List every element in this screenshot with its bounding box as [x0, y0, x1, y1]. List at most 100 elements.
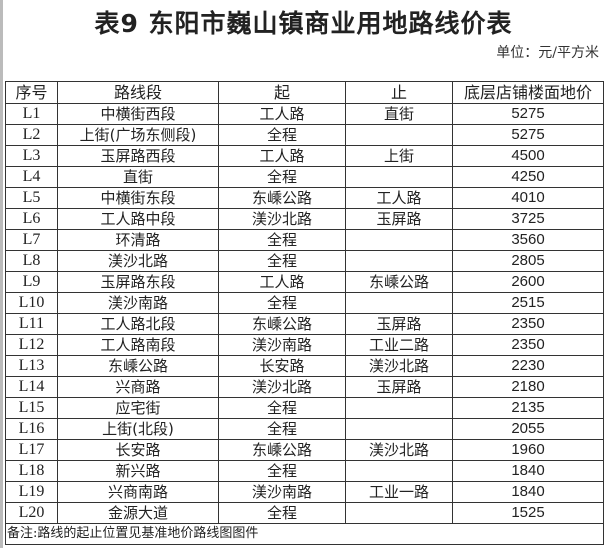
table-note: 备注:路线的起止位置见基准地价路线图图件 — [5, 523, 604, 545]
row-price: 5275 — [452, 103, 604, 125]
row-price: 1525 — [452, 502, 604, 524]
row-end: 玉屏路 — [345, 376, 453, 398]
table-row: L3 玉屏路西段 工人路 上街 4500 — [5, 145, 604, 167]
row-segment: 兴商路 — [57, 376, 219, 398]
row-segment: 工人路中段 — [57, 208, 219, 230]
row-id: L8 — [5, 250, 58, 272]
table-row: L8 渼沙北路 全程 2805 — [5, 250, 604, 272]
row-segment: 中横街西段 — [57, 103, 219, 125]
row-price: 4010 — [452, 187, 604, 209]
row-end — [345, 397, 453, 419]
row-end — [345, 502, 453, 524]
row-price: 2055 — [452, 418, 604, 440]
row-id: L7 — [5, 229, 58, 251]
price-table: 序号 路线段 起 止 底层店铺楼面地价 L1 中横街西段 工人路 直街 5275 L2 上街… — [5, 81, 604, 545]
table-row: L7 环清路 全程 3560 — [5, 229, 604, 251]
row-end — [345, 292, 453, 314]
table-row: L6 工人路中段 渼沙北路 玉屏路 3725 — [5, 208, 604, 230]
row-price: 1840 — [452, 460, 604, 482]
row-end: 工人路 — [345, 187, 453, 209]
row-start: 全程 — [218, 502, 346, 524]
row-start: 渼沙北路 — [218, 376, 346, 398]
page-title: 表9 东阳市巍山镇商业用地路线价表 — [94, 9, 513, 38]
row-end: 工业一路 — [345, 481, 453, 503]
row-price: 2135 — [452, 397, 604, 419]
note-row: 备注:路线的起止位置见基准地价路线图图件 — [5, 523, 604, 545]
header-row: 序号 路线段 起 止 底层店铺楼面地价 — [5, 81, 604, 104]
row-start: 全程 — [218, 229, 346, 251]
row-segment: 渼沙南路 — [57, 292, 219, 314]
row-id: L11 — [5, 313, 58, 335]
row-id: L2 — [5, 124, 58, 146]
header-segment: 路线段 — [57, 81, 219, 104]
row-price: 1960 — [452, 439, 604, 461]
row-id: L19 — [5, 481, 58, 503]
row-segment: 兴商南路 — [57, 481, 219, 503]
row-end — [345, 166, 453, 188]
row-id: L20 — [5, 502, 58, 524]
row-segment: 长安路 — [57, 439, 219, 461]
row-price: 2350 — [452, 334, 604, 356]
row-id: L16 — [5, 418, 58, 440]
table-row: L16 上街(北段) 全程 2055 — [5, 418, 604, 440]
table-row: L9 玉屏路东段 工人路 东嵊公路 2600 — [5, 271, 604, 293]
row-start: 渼沙南路 — [218, 334, 346, 356]
row-segment: 工人路南段 — [57, 334, 219, 356]
row-start: 全程 — [218, 460, 346, 482]
header-id: 序号 — [5, 81, 58, 104]
row-segment: 玉屏路西段 — [57, 145, 219, 167]
row-price: 2180 — [452, 376, 604, 398]
row-start: 东嵊公路 — [218, 439, 346, 461]
row-price: 3725 — [452, 208, 604, 230]
row-end: 玉屏路 — [345, 208, 453, 230]
row-segment: 工人路北段 — [57, 313, 219, 335]
table-row: L4 直街 全程 4250 — [5, 166, 604, 188]
row-start: 工人路 — [218, 103, 346, 125]
row-segment: 应宅街 — [57, 397, 219, 419]
table-row: L17 长安路 东嵊公路 渼沙北路 1960 — [5, 439, 604, 461]
row-start: 东嵊公路 — [218, 313, 346, 335]
header-start: 起 — [218, 81, 346, 104]
row-segment: 上街(广场东侧段) — [57, 124, 219, 146]
row-id: L5 — [5, 187, 58, 209]
row-start: 全程 — [218, 124, 346, 146]
row-start: 全程 — [218, 292, 346, 314]
row-start: 渼沙南路 — [218, 481, 346, 503]
row-id: L4 — [5, 166, 58, 188]
row-id: L14 — [5, 376, 58, 398]
header-price: 底层店铺楼面地价 — [452, 81, 604, 104]
unit-label: 单位：元/平方米 — [496, 45, 599, 61]
row-segment: 玉屏路东段 — [57, 271, 219, 293]
table-row: L12 工人路南段 渼沙南路 工业二路 2350 — [5, 334, 604, 356]
row-id: L3 — [5, 145, 58, 167]
row-id: L15 — [5, 397, 58, 419]
row-id: L9 — [5, 271, 58, 293]
table-row: L19 兴商南路 渼沙南路 工业一路 1840 — [5, 481, 604, 503]
row-id: L6 — [5, 208, 58, 230]
row-end: 直街 — [345, 103, 453, 125]
row-segment: 上街(北段) — [57, 418, 219, 440]
row-start: 全程 — [218, 250, 346, 272]
row-id: L10 — [5, 292, 58, 314]
row-price: 2350 — [452, 313, 604, 335]
row-segment: 新兴路 — [57, 460, 219, 482]
table-row: L1 中横街西段 工人路 直街 5275 — [5, 103, 604, 125]
row-segment: 环清路 — [57, 229, 219, 251]
row-price: 2600 — [452, 271, 604, 293]
table-row: L11 工人路北段 东嵊公路 玉屏路 2350 — [5, 313, 604, 335]
table-row: L20 金源大道 全程 1525 — [5, 502, 604, 524]
header-end: 止 — [345, 81, 453, 104]
table-row: L18 新兴路 全程 1840 — [5, 460, 604, 482]
row-start: 长安路 — [218, 355, 346, 377]
row-id: L12 — [5, 334, 58, 356]
row-start: 渼沙北路 — [218, 208, 346, 230]
row-end: 上街 — [345, 145, 453, 167]
row-end — [345, 124, 453, 146]
row-start: 工人路 — [218, 145, 346, 167]
row-end — [345, 460, 453, 482]
row-end: 渼沙北路 — [345, 439, 453, 461]
table-row: L14 兴商路 渼沙北路 玉屏路 2180 — [5, 376, 604, 398]
row-id: L1 — [5, 103, 58, 125]
row-start: 全程 — [218, 166, 346, 188]
row-price: 4250 — [452, 166, 604, 188]
